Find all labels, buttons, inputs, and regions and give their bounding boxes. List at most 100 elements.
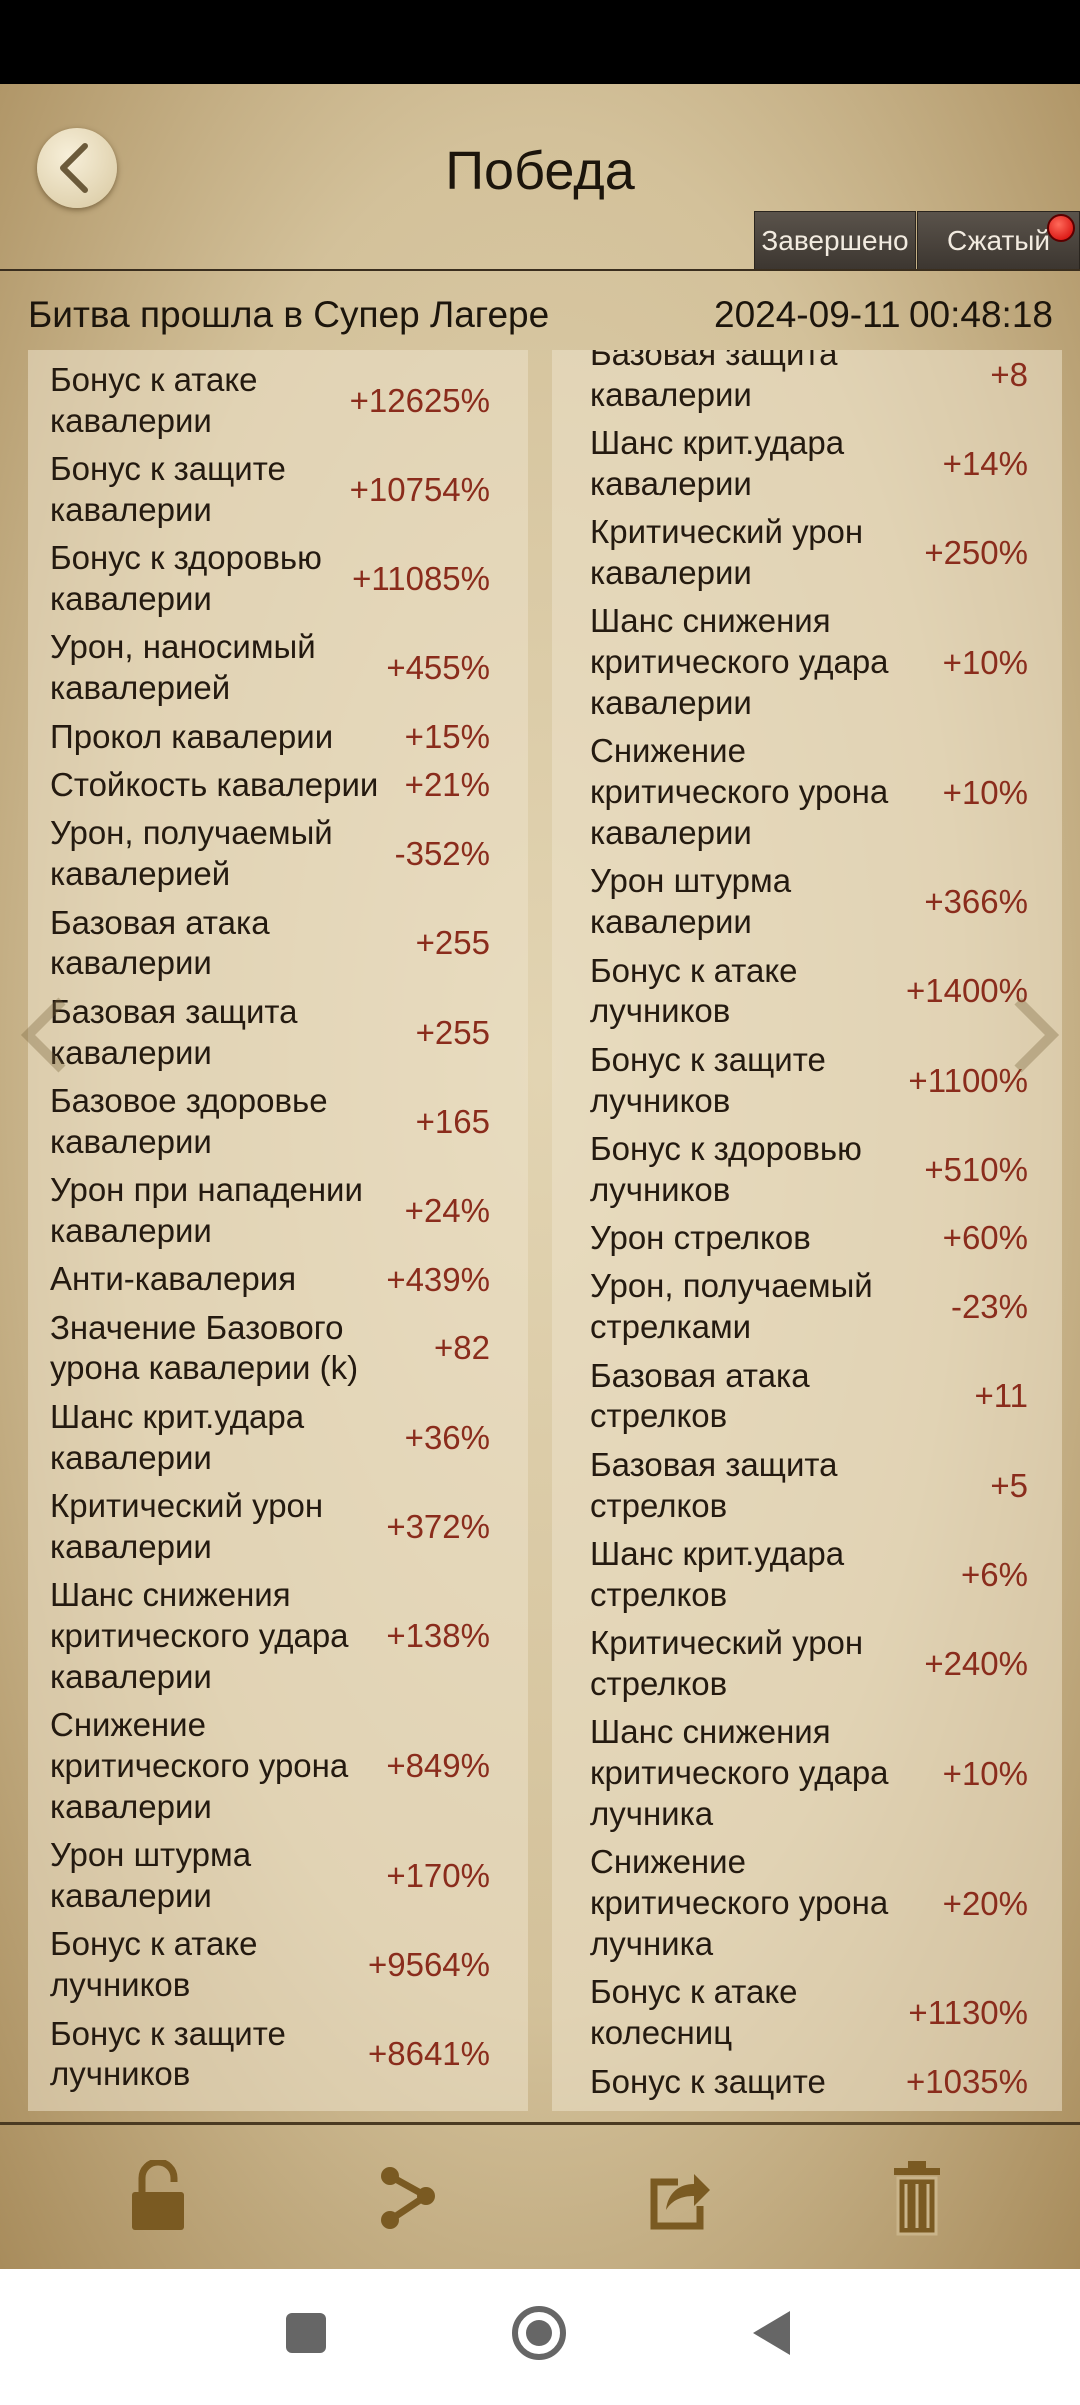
stat-value: +255 bbox=[415, 924, 490, 962]
stat-value: +82 bbox=[434, 1329, 490, 1367]
stat-label-line: Урон, получаемый bbox=[590, 1267, 873, 1305]
stat-value: +36% bbox=[404, 1418, 490, 1456]
lock-button[interactable] bbox=[128, 2160, 188, 2232]
stat-label-line: стрелков bbox=[590, 1575, 728, 1613]
stat-label: Прокол кавалерии bbox=[50, 717, 333, 758]
delete-button[interactable] bbox=[892, 2160, 942, 2236]
stat-value: +439% bbox=[386, 1260, 490, 1298]
recents-button[interactable] bbox=[286, 2313, 326, 2353]
stat-label: Урон штурма кавалерии bbox=[590, 861, 791, 943]
stat-label: Урон стрелков bbox=[590, 1218, 811, 1259]
stat-label: Урон, получаемый кавалерией bbox=[50, 813, 333, 895]
stat-label-line: Бонус к атаке bbox=[50, 360, 258, 398]
prev-arrow[interactable] bbox=[20, 995, 70, 1075]
stat-value: -23% bbox=[950, 1288, 1028, 1326]
stat-row: Урон, получаемый стрелками -23% bbox=[590, 1263, 1028, 1352]
stat-label-line: критического урона bbox=[590, 1884, 889, 1922]
stats-list: Базовая защита кавалерии +8 Шанс крит.удара… bbox=[552, 350, 1062, 2106]
stat-label-line: Шанс крит.удара bbox=[590, 1535, 845, 1573]
stat-label-line: критического удара bbox=[50, 1617, 349, 1655]
export-button[interactable] bbox=[648, 2160, 712, 2232]
stat-label-line: кавалерии bbox=[590, 683, 752, 721]
stat-value: +255 bbox=[415, 1013, 490, 1051]
stat-label: Критический урон стрелков bbox=[590, 1623, 863, 1705]
stat-row: Бонус к атаке кавалерии +12625% bbox=[50, 356, 490, 445]
stat-label-line: урона кавалерии (k) bbox=[50, 1349, 359, 1387]
stat-label-line: Шанс крит.удара bbox=[50, 1397, 305, 1435]
stat-label-line: кавалерии bbox=[590, 464, 752, 502]
next-arrow[interactable] bbox=[1010, 995, 1060, 1075]
stat-label-line: кавалерии bbox=[50, 1527, 212, 1565]
stat-value: +10% bbox=[942, 643, 1028, 681]
stat-row: Урон штурма кавалерии +170% bbox=[50, 1831, 490, 1920]
stat-row: Урон при нападении кавалерии +24% bbox=[50, 1166, 490, 1255]
stat-label-line: Бонус к атаке bbox=[590, 951, 798, 989]
stat-label: Бонус к атаке лучников bbox=[590, 951, 798, 1033]
nav-back-button[interactable] bbox=[753, 2311, 790, 2355]
stat-label: Снижение критического урона лучника bbox=[590, 1842, 888, 1964]
stat-label-line: кавалерией bbox=[50, 855, 231, 893]
stat-row: Шанс снижения критического удара лучника +1… bbox=[590, 1709, 1028, 1839]
stat-label: Базовая атака стрелков bbox=[590, 1356, 810, 1438]
stat-value: +165 bbox=[415, 1102, 490, 1140]
stat-value: +372% bbox=[386, 1507, 490, 1545]
tab[interactable]: Завершено bbox=[754, 211, 916, 271]
stat-label: Урон штурма кавалерии bbox=[50, 1835, 251, 1917]
home-button[interactable] bbox=[512, 2306, 566, 2360]
stat-label-line: Бонус к здоровью bbox=[590, 1129, 862, 1167]
stat-row: Базовая атака кавалерии +255 bbox=[50, 899, 490, 988]
stat-label: Шанс крит.удара кавалерии bbox=[50, 1397, 304, 1479]
stat-value: +250% bbox=[924, 533, 1028, 571]
stat-label-line: Значение Базового bbox=[50, 1308, 344, 1346]
back-button[interactable] bbox=[37, 128, 117, 208]
navigation-bar bbox=[0, 2269, 1080, 2400]
stat-label-line: кавалерии bbox=[50, 944, 212, 982]
stat-value: +8 bbox=[990, 355, 1028, 393]
stat-value: +10% bbox=[942, 1754, 1028, 1792]
stat-label-line: критического удара bbox=[590, 643, 889, 681]
stat-label: Шанс снижения критического удара лучника bbox=[590, 1712, 889, 1834]
stat-label: Бонус к защите кавалерии bbox=[50, 449, 286, 531]
stat-row: Бонус к защите кавалерии +10754% bbox=[50, 445, 490, 534]
stat-label-line: стрелками bbox=[590, 1308, 752, 1346]
stat-row: Шанс снижения критического удара кавалерии… bbox=[50, 1571, 490, 1701]
stat-label: Бонус к атаке лучников bbox=[50, 1924, 258, 2006]
stat-label: Урон при нападении кавалерии bbox=[50, 1170, 363, 1252]
stat-label-line: критического урона bbox=[50, 1747, 349, 1784]
battle-time: 00:48:18 bbox=[908, 294, 1053, 335]
nav-icons bbox=[286, 2306, 790, 2360]
stat-label-line: Урон, наносимый bbox=[50, 628, 316, 666]
stat-label-line: Шанс снижения bbox=[50, 1576, 291, 1614]
share-button[interactable] bbox=[376, 2160, 440, 2232]
stat-row: Шанс снижения критического удара кавалерии… bbox=[590, 598, 1028, 728]
stat-value: +138% bbox=[386, 1617, 490, 1655]
stat-row: Бонус к здоровью лучников +510% bbox=[590, 1125, 1028, 1214]
stat-label-line: Бонус к защите bbox=[590, 1040, 826, 1078]
stat-label-line: Урон штурма bbox=[590, 862, 792, 900]
stat-row: Прокол кавалерии +15% bbox=[50, 713, 490, 761]
stat-label: Значение Базового урона кавалерии (k) bbox=[50, 1308, 358, 1390]
stat-label: Бонус к защите bbox=[590, 2062, 826, 2103]
stat-label-line: кавалерии bbox=[590, 553, 752, 591]
stat-label-line: стрелков bbox=[590, 1397, 728, 1435]
stat-label-line: кавалерии bbox=[50, 1033, 212, 1071]
stat-row: Урон, получаемый кавалерией -352% bbox=[50, 810, 490, 899]
stat-row: Базовая атака стрелков +11 bbox=[590, 1352, 1028, 1441]
stat-row: Шанс крит.удара кавалерии +14% bbox=[590, 419, 1028, 508]
stat-value: +10% bbox=[942, 773, 1028, 811]
stat-value: +5 bbox=[990, 1466, 1028, 1504]
stat-value: +6% bbox=[961, 1555, 1028, 1593]
stat-row: Значение Базового урона кавалерии (k) +82 bbox=[50, 1304, 490, 1393]
stat-value: +11085% bbox=[352, 559, 490, 597]
stat-label-line: критического удара bbox=[590, 1754, 889, 1792]
stat-label: Бонус к атаке кавалерии bbox=[50, 360, 258, 442]
stat-label-line: Шанс снижения bbox=[590, 602, 831, 640]
stat-label-line: Урон, получаемый bbox=[50, 814, 333, 852]
stat-label: Шанс крит.удара кавалерии bbox=[590, 423, 844, 505]
tab[interactable]: Сжатый bbox=[917, 211, 1080, 271]
stat-label-line: лучника bbox=[590, 1795, 714, 1832]
notification-dot bbox=[1047, 214, 1075, 242]
stat-label: Стойкость кавалерии bbox=[50, 765, 378, 806]
stat-value: +14% bbox=[942, 444, 1028, 482]
